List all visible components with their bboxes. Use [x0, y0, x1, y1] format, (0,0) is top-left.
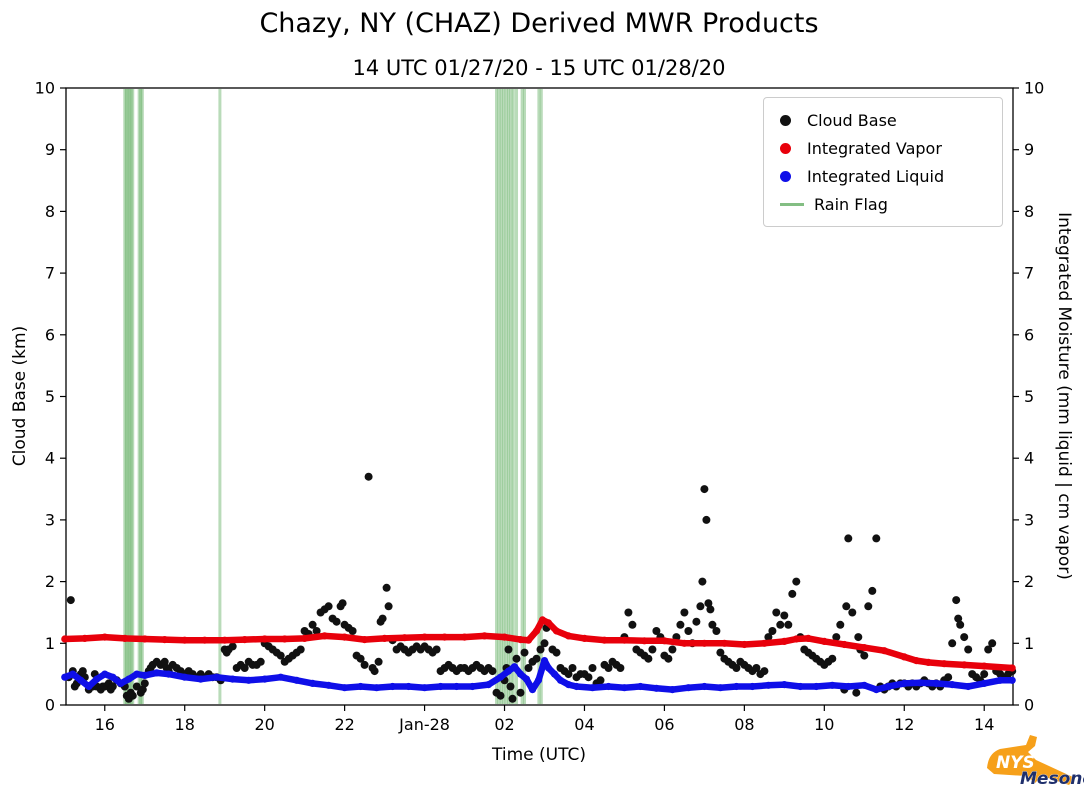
svg-text:14: 14 [974, 715, 994, 734]
svg-text:2: 2 [45, 572, 55, 591]
svg-text:9: 9 [1024, 140, 1034, 159]
x-axis-label: Time (UTC) [492, 745, 586, 765]
legend: Cloud Base Integrated Vapor Integrated L… [763, 97, 1003, 227]
svg-text:8: 8 [1024, 202, 1034, 221]
legend-label: Integrated Liquid [807, 166, 945, 186]
svg-text:3: 3 [45, 510, 55, 529]
y-axis-label-right: Integrated Moisture (mm liquid | cm vapo… [1054, 212, 1074, 580]
rain-flag-lines [123, 89, 543, 704]
ny-state-shape-icon [987, 735, 1075, 785]
svg-text:4: 4 [1024, 449, 1034, 468]
svg-text:02: 02 [494, 715, 514, 734]
svg-text:6: 6 [45, 325, 55, 344]
svg-text:Jan-28: Jan-28 [398, 715, 450, 734]
svg-text:8: 8 [45, 202, 55, 221]
svg-text:0: 0 [1024, 696, 1034, 715]
svg-text:10: 10 [1024, 79, 1044, 98]
legend-item-integrated-vapor: Integrated Vapor [774, 134, 992, 162]
legend-item-rain-flag: Rain Flag [774, 190, 992, 218]
legend-label: Integrated Vapor [807, 138, 942, 158]
svg-text:4: 4 [45, 449, 55, 468]
nys-mesonet-logo: NYS Mesonet [987, 735, 1084, 789]
svg-text:20: 20 [254, 715, 274, 734]
svg-text:3: 3 [1024, 510, 1034, 529]
integrated-vapor-line [61, 616, 1016, 672]
svg-text:7: 7 [45, 264, 55, 283]
page-subtitle: 14 UTC 01/27/20 - 15 UTC 01/28/20 [352, 56, 726, 80]
svg-text:0: 0 [45, 696, 55, 715]
svg-text:1: 1 [1024, 634, 1034, 653]
logo-text-mesonet: Mesonet [1020, 769, 1084, 789]
y-axis-ticks-left: 0 1 2 3 4 5 6 7 8 9 10 [35, 79, 66, 715]
legend-label: Rain Flag [814, 194, 888, 214]
integrated-liquid-line [61, 657, 1016, 694]
svg-text:06: 06 [654, 715, 674, 734]
page-title: Chazy, NY (CHAZ) Derived MWR Products [259, 8, 819, 39]
logo-text-nys: NYS [996, 753, 1035, 773]
svg-text:12: 12 [894, 715, 914, 734]
svg-text:1: 1 [45, 634, 55, 653]
svg-text:04: 04 [574, 715, 594, 734]
svg-text:5: 5 [1024, 387, 1034, 406]
x-axis-ticks: 16 18 20 22 Jan-28 02 04 06 08 10 12 14 [95, 705, 994, 734]
svg-text:08: 08 [734, 715, 754, 734]
svg-text:7: 7 [1024, 264, 1034, 283]
svg-text:16: 16 [95, 715, 115, 734]
y-axis-label-left: Cloud Base (km) [10, 325, 30, 467]
svg-text:5: 5 [45, 387, 55, 406]
cloud-base-marker-icon [780, 114, 791, 126]
svg-text:10: 10 [814, 715, 834, 734]
svg-text:18: 18 [175, 715, 195, 734]
svg-text:2: 2 [1024, 572, 1034, 591]
rain-flag-marker-icon [780, 202, 804, 206]
vapor-marker-icon [780, 142, 791, 154]
legend-item-cloud-base: Cloud Base [774, 106, 992, 134]
svg-text:10: 10 [35, 79, 55, 98]
legend-label: Cloud Base [807, 110, 897, 130]
y-axis-ticks-right: 0 1 2 3 4 5 6 7 8 9 10 [1013, 79, 1044, 715]
legend-item-integrated-liquid: Integrated Liquid [774, 162, 992, 190]
svg-text:22: 22 [334, 715, 354, 734]
svg-text:9: 9 [45, 140, 55, 159]
svg-text:6: 6 [1024, 325, 1034, 344]
liquid-marker-icon [780, 170, 791, 182]
